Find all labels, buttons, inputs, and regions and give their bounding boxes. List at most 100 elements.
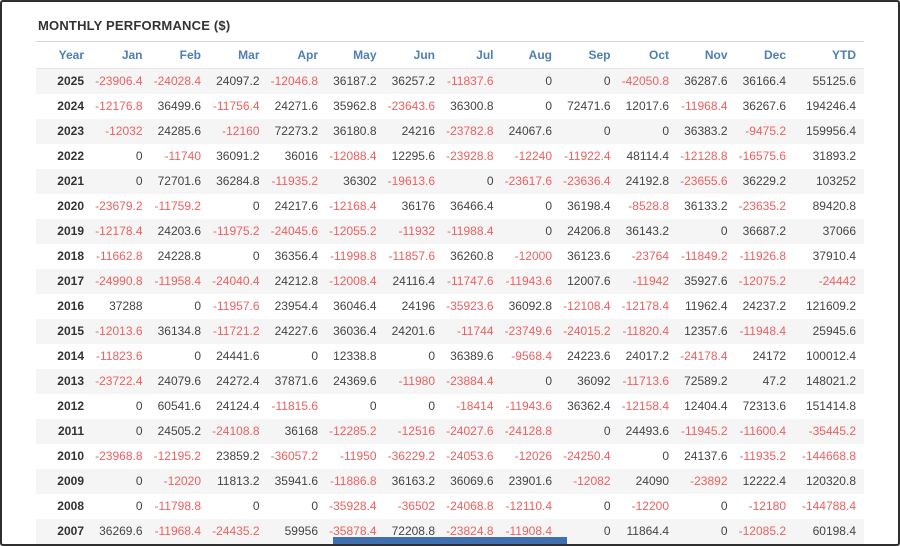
cell-year: 2017 [36,268,92,294]
cell-jun: 24116.4 [384,268,443,294]
cell-aug: -23749.6 [501,318,560,344]
cell-jun: -36502 [397,499,435,513]
cell-nov: 72589.2 [677,368,736,394]
cell-oct: -11942 [618,268,677,294]
cell-oct: 24090 [618,468,677,494]
cell-sep: 24206.8 [560,218,619,244]
cell-apr: 24271.6 [274,99,318,113]
cell-jun: 12295.6 [391,149,435,163]
cell-apr: -11935.2 [267,168,326,194]
table-header-row: Year Jan Feb Mar Apr May Jun Jul Aug Sep Oct Nov Dec… [36,41,864,69]
cell-jun: -12516 [384,418,443,444]
column-header-feb: Feb [150,41,209,69]
cell-oct: 12017.6 [625,99,669,113]
cell-mar: -24040.4 [209,268,268,294]
cell-jul: 0 [443,168,502,194]
cell-nov: 0 [677,518,736,544]
cell-aug: -24128.8 [501,418,560,444]
cell-dec: -11948.4 [735,318,794,344]
cell-may: -12008.4 [326,268,385,294]
cell-may: 36302 [326,168,385,194]
cell-nov: 35927.6 [677,268,736,294]
cell-jan: -12032 [92,118,151,144]
cell-nov: -24178.4 [680,349,728,363]
cell-nov: 12404.4 [684,399,728,413]
cell-may: -12285.2 [326,418,385,444]
table-row-2016: 2016 37288 0 -11957.6 23954.4 36046.4 24196 -35… [36,294,864,319]
cell-feb: -11759.2 [154,199,201,213]
cell-ytd: 159956.4 [794,118,864,144]
cell-jul: -24027.6 [443,418,502,444]
cell-mar: -12160 [209,118,268,144]
cell-ytd: -144668.8 [801,449,856,463]
cell-ytd: 120320.8 [794,468,864,494]
cell-jan: 36269.6 [92,518,151,544]
cell-dec: 36229.2 [735,168,794,194]
cell-aug: 0 [501,68,560,94]
cell-year: 2008 [57,499,84,513]
cell-mar: 0 [252,499,260,513]
cell-ytd: 121609.2 [805,299,856,313]
cell-jun: 24201.6 [384,318,443,344]
cell-feb: -11740 [164,149,201,163]
cell-dec: 47.2 [735,368,794,394]
cell-year: 2018 [57,249,84,263]
cell-feb: -12020 [150,468,209,494]
cell-oct: -12178.4 [621,299,669,313]
column-header-jan: Jan [92,41,151,69]
cell-ytd: 37066 [794,218,864,244]
cell-oct: -11713.6 [618,368,677,394]
cell-apr: 36356.4 [274,249,318,263]
cell-year: 2007 [36,518,92,544]
cell-oct: 36143.2 [618,218,677,244]
cell-year: 2012 [57,399,84,413]
cell-dec: 24172 [752,349,786,363]
cell-nov: -23655.6 [677,168,736,194]
cell-dec: 36267.6 [742,99,786,113]
cell-jun: -11857.6 [388,249,435,263]
cell-jun: 0 [428,349,435,363]
cell-year: 2013 [36,368,92,394]
cell-feb: 24285.6 [150,118,209,144]
cell-jan: 0 [135,149,143,163]
cell-mar: -24108.8 [209,418,268,444]
cell-aug: 36092.8 [508,299,552,313]
cell-apr: 72273.2 [267,118,326,144]
table-body: 2025 -23906.4 -24028.4 24097.2 -12046.8 36187… [36,68,864,544]
cell-oct: 48114.4 [626,149,670,163]
cell-mar: -11957.6 [213,299,260,313]
cell-jul: -23782.8 [443,118,502,144]
cell-jun: 36257.2 [384,68,443,94]
cell-year: 2024 [57,99,84,113]
widget-title: MONTHLY PERFORMANCE ($) [38,18,231,33]
cell-ytd: -24442 [794,268,864,294]
cell-aug: -12000 [514,249,552,263]
cell-jun: 36163.2 [384,468,443,494]
cell-aug: -12240 [514,149,552,163]
cell-aug: -12110.4 [505,499,552,513]
cell-jun: -11932 [384,218,443,244]
column-header-jul: Jul [443,41,502,69]
cell-dec: 36687.2 [735,218,794,244]
cell-ytd: 151414.8 [805,399,856,413]
cell-nov: 36383.2 [677,118,736,144]
cell-jan: 0 [92,418,151,444]
table-row-2013: 2013 -23722.4 24079.6 24272.4 37871.6 24369.6… [36,368,864,394]
cell-apr: 35941.6 [267,468,326,494]
cell-jun: -36229.2 [387,449,435,463]
cell-dec: -12075.2 [735,268,794,294]
cell-sep: -23636.4 [560,168,619,194]
column-header-nov: Nov [677,41,736,69]
cell-oct: -12158.4 [621,399,669,413]
cell-nov: -12128.8 [680,149,728,163]
cell-oct: 11864.4 [618,518,677,544]
cell-mar: 36091.2 [216,149,260,163]
cell-may: 36180.8 [326,118,385,144]
cell-feb: 0 [194,349,201,363]
cell-aug: 0 [501,368,560,394]
cell-jul: -11744 [443,318,502,344]
cell-apr: 24227.6 [267,318,326,344]
cell-sep: 72471.6 [567,99,611,113]
cell-jul: 36389.6 [450,349,494,363]
